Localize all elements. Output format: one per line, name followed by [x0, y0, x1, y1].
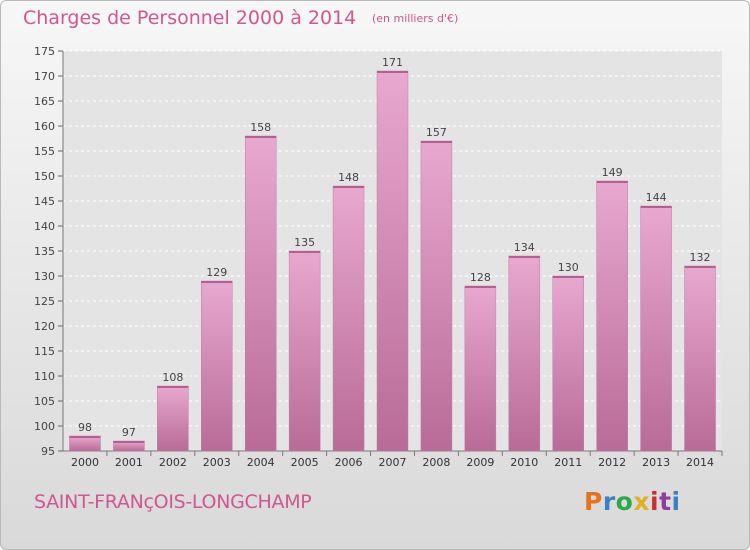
bar-value-label: 129 — [206, 266, 227, 279]
bar-value-label: 149 — [602, 166, 623, 179]
bar — [157, 385, 189, 452]
bar — [684, 265, 716, 452]
bar — [69, 435, 101, 452]
x-tick-label: 2011 — [554, 456, 582, 469]
y-tick-label: 125 — [34, 295, 55, 308]
x-tick-label: 2010 — [510, 456, 538, 469]
bar-top — [640, 206, 672, 208]
bar-top — [552, 276, 584, 278]
y-tick-label: 140 — [34, 220, 55, 233]
bar-value-label: 130 — [558, 261, 579, 274]
logo-letter: i — [671, 487, 681, 516]
bar-value-label: 135 — [294, 236, 315, 249]
commune-name: SAINT-FRANçOIS-LONGCHAMP — [34, 491, 312, 513]
y-tick-label: 135 — [34, 245, 55, 258]
x-tick-label: 2004 — [247, 456, 275, 469]
y-tick-label: 130 — [34, 270, 55, 283]
y-tick-label: 160 — [34, 120, 55, 133]
logo-letter: t — [659, 487, 672, 516]
bar — [288, 250, 321, 452]
bar — [376, 70, 409, 452]
bar-value-label: 132 — [690, 251, 711, 264]
bar-top — [201, 281, 233, 283]
y-tick-label: 100 — [34, 420, 55, 433]
y-tick-label: 105 — [34, 395, 55, 408]
x-tick-label: 2005 — [291, 456, 319, 469]
y-tick-label: 95 — [41, 445, 55, 458]
logo-letter: o — [615, 487, 634, 516]
x-tick-label: 2006 — [335, 456, 363, 469]
x-tick-label: 2002 — [159, 456, 187, 469]
x-tick-label: 2000 — [71, 456, 99, 469]
bar-top — [69, 436, 101, 438]
bar — [244, 135, 277, 452]
x-tick-label: 2013 — [642, 456, 670, 469]
chart-title: Charges de Personnel 2000 à 2014 — [23, 7, 357, 29]
bar-top — [377, 71, 408, 73]
chart-subtitle: (en milliers d'€) — [372, 12, 459, 25]
x-tick-label: 2007 — [379, 456, 407, 469]
bar-value-label: 134 — [514, 241, 535, 254]
bar-top — [113, 441, 145, 443]
bar-value-label: 108 — [162, 371, 183, 384]
bar-top — [464, 286, 496, 288]
x-tick-label: 2001 — [115, 456, 143, 469]
y-tick-label: 155 — [34, 145, 55, 158]
bar-value-label: 158 — [250, 121, 271, 134]
bar-value-label: 98 — [78, 421, 92, 434]
y-tick-label: 145 — [34, 195, 55, 208]
logo-letter: i — [650, 487, 660, 516]
bar-top — [508, 256, 540, 258]
logo-letter: r — [602, 487, 616, 516]
bar — [420, 140, 453, 452]
logo-letter: x — [633, 487, 650, 516]
y-tick-label: 110 — [34, 370, 55, 383]
bar — [596, 180, 628, 452]
x-tick-label: 2009 — [466, 456, 494, 469]
bar — [464, 285, 497, 452]
y-tick-label: 165 — [34, 95, 55, 108]
y-tick-label: 170 — [34, 70, 55, 83]
x-tick-label: 2003 — [203, 456, 231, 469]
y-tick-label: 120 — [34, 320, 55, 333]
bar-value-label: 128 — [470, 271, 491, 284]
bar-top — [333, 186, 365, 188]
bar-value-label: 144 — [646, 191, 667, 204]
bar — [508, 255, 541, 452]
bar-top — [289, 251, 321, 253]
proxiti-logo[interactable]: Proxiti — [584, 487, 681, 516]
bar-value-label: 157 — [426, 126, 447, 139]
bar-top — [245, 136, 277, 138]
x-tick-label: 2014 — [686, 456, 714, 469]
y-tick-label: 150 — [34, 170, 55, 183]
x-tick-label: 2008 — [422, 456, 450, 469]
bar — [552, 275, 584, 452]
bar-top — [596, 181, 628, 183]
bar-value-label: 171 — [382, 56, 403, 69]
bar-value-label: 148 — [338, 171, 359, 184]
bar-top — [684, 266, 716, 268]
bar — [640, 205, 672, 452]
logo-letter: P — [584, 487, 603, 516]
bar-top — [420, 141, 452, 143]
bar-top — [157, 386, 189, 388]
bar-value-label: 97 — [122, 426, 136, 439]
y-tick-label: 115 — [34, 345, 55, 358]
bar — [332, 185, 365, 452]
bar — [201, 280, 233, 452]
x-tick-label: 2012 — [598, 456, 626, 469]
y-tick-label: 175 — [34, 45, 55, 58]
